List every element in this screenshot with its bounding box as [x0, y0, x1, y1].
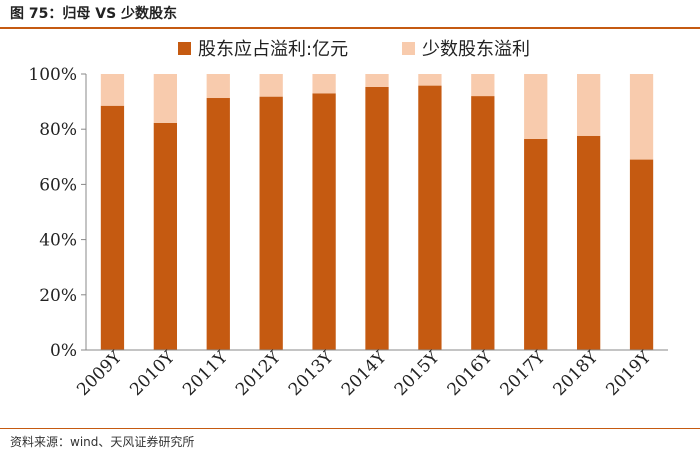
stacked-bar-chart: 股东应占溢利:亿元 少数股东溢利 0% 20% 40% 60% 80% 100% 2009Y… — [28, 39, 668, 400]
y-tick-label: 0% — [50, 341, 77, 361]
bar-segment-1 — [629, 74, 654, 160]
bar-segment-0 — [259, 96, 283, 350]
bar-segment-1 — [312, 74, 336, 94]
x-tick-label: 2019Y — [602, 347, 655, 400]
y-tick-label: 100% — [28, 65, 77, 85]
x-tick-label: 2011Y — [179, 347, 232, 400]
y-axis: 0% 20% 40% 60% 80% 100% — [28, 65, 87, 361]
bar-segment-1 — [100, 74, 125, 106]
x-tick-label: 2012Y — [232, 347, 285, 400]
bar-segment-1 — [206, 74, 230, 99]
x-tick-label: 2010Y — [126, 347, 179, 400]
bar-segment-1 — [418, 74, 442, 86]
bar-segment-1 — [524, 74, 548, 139]
legend-swatch-0 — [178, 42, 191, 55]
bar-segment-0 — [153, 122, 178, 351]
bar-segment-0 — [524, 138, 548, 350]
x-tick-label: 2009Y — [73, 347, 126, 400]
x-tick-label: 2017Y — [497, 347, 550, 400]
bar-segment-0 — [100, 105, 125, 351]
bar-segment-0 — [365, 86, 389, 351]
figure-title: 图 75：归母 VS 少数股东 — [10, 6, 178, 22]
bar-segment-0 — [312, 93, 336, 350]
bar-segment-1 — [471, 74, 495, 97]
x-tick-label: 2018Y — [549, 347, 602, 400]
bar-segment-0 — [471, 96, 495, 350]
chart-legend: 股东应占溢利:亿元 少数股东溢利 — [178, 39, 530, 60]
bar-segment-1 — [365, 74, 389, 87]
x-axis: 2009Y 2010Y 2011Y 2012Y 2013Y 2014Y 2015Y 2016Y… — [73, 347, 668, 400]
source-rule — [0, 428, 700, 429]
y-tick-label: 60% — [39, 175, 77, 195]
x-tick-label: 2014Y — [338, 347, 391, 400]
bar-segment-0 — [206, 98, 230, 351]
x-tick-label: 2016Y — [444, 347, 497, 400]
y-tick-label: 40% — [39, 231, 77, 251]
legend-label-0: 股东应占溢利:亿元 — [198, 39, 348, 60]
bar-segment-0 — [418, 85, 442, 351]
bar-segment-1 — [576, 74, 601, 136]
legend-swatch-1 — [402, 42, 415, 55]
bar-segment-0 — [576, 135, 601, 350]
x-tick-label: 2015Y — [391, 347, 444, 400]
x-tick-label: 2013Y — [285, 347, 338, 400]
bars-group — [100, 74, 654, 351]
bar-segment-0 — [629, 159, 654, 350]
y-tick-label: 20% — [39, 286, 77, 306]
bar-segment-1 — [153, 74, 178, 123]
source-note: 资料来源：wind、天风证券研究所 — [10, 435, 195, 449]
legend-label-1: 少数股东溢利 — [422, 39, 530, 60]
y-tick-label: 80% — [39, 120, 77, 140]
title-rule — [0, 27, 700, 29]
bar-segment-1 — [259, 74, 283, 97]
